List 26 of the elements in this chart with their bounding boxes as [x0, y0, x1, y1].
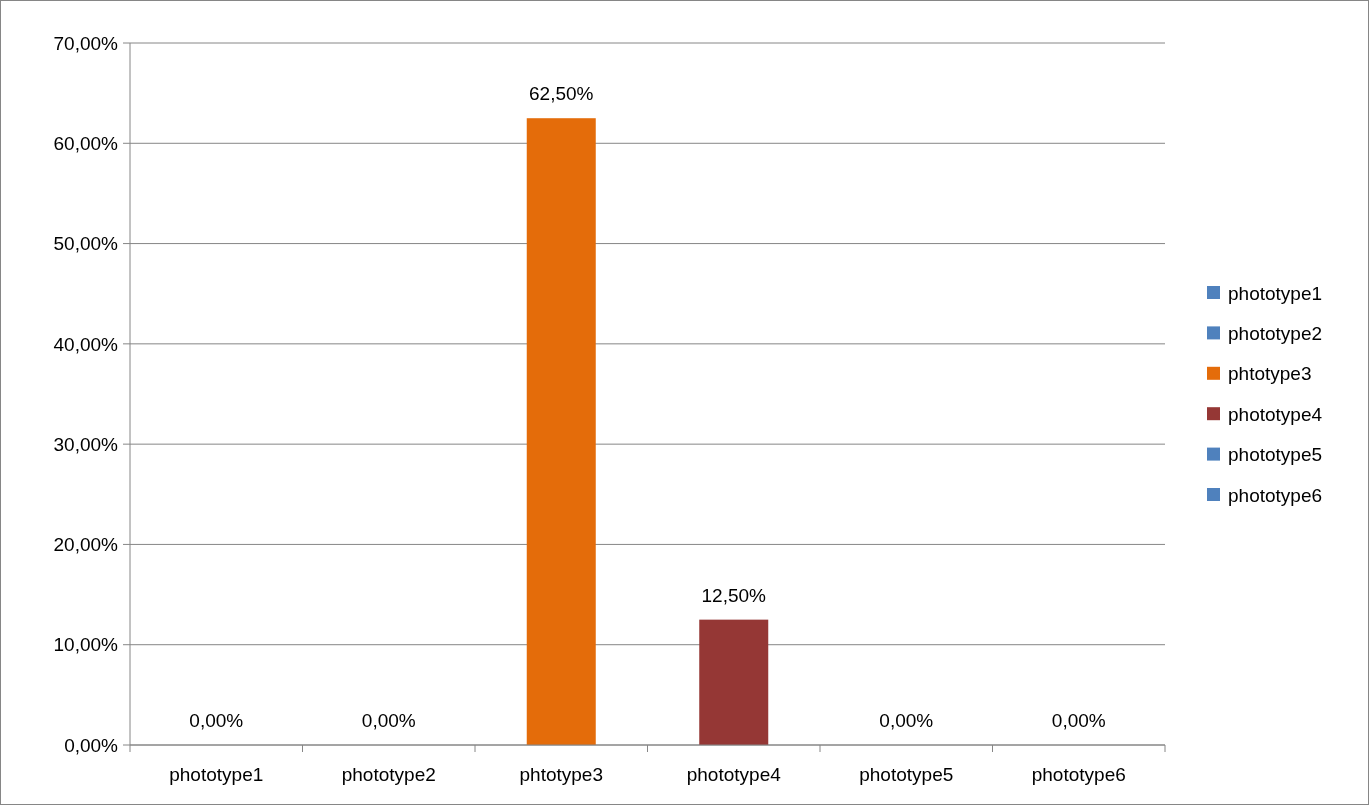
y-tick-label: 40,00% — [53, 333, 119, 355]
data-label: 0,00% — [1051, 710, 1106, 731]
legend-label: phtotype3 — [1228, 363, 1312, 385]
legend-label: phototype4 — [1228, 403, 1323, 425]
x-tick-label: phototype4 — [686, 764, 782, 785]
x-tick-label: phototype2 — [341, 764, 436, 785]
y-tick-label: 20,00% — [53, 534, 119, 556]
x-tick-label: phototype1 — [169, 764, 264, 785]
y-tick-label: 60,00% — [53, 132, 119, 154]
y-tick-label: 30,00% — [53, 433, 119, 455]
data-label: 12,50% — [701, 584, 767, 606]
legend-label: phototype5 — [1228, 444, 1323, 466]
x-tick-label: phototype5 — [859, 764, 954, 785]
legend-label: phototype1 — [1228, 282, 1323, 304]
x-tick-label: phototype6 — [1031, 764, 1126, 785]
data-label: 0,00% — [189, 710, 244, 731]
y-tick-label: 70,00% — [53, 32, 119, 54]
data-label: 0,00% — [361, 710, 416, 731]
data-label: 0,00% — [879, 710, 934, 731]
legend-label: phototype2 — [1228, 323, 1323, 345]
y-tick-label: 0,00% — [64, 734, 119, 756]
y-tick-label: 10,00% — [53, 634, 119, 656]
y-tick-label: 50,00% — [53, 233, 119, 255]
data-label: 62,50% — [529, 83, 594, 105]
legend-label: phototype6 — [1228, 484, 1323, 506]
x-tick-label: phtotype3 — [519, 764, 603, 785]
